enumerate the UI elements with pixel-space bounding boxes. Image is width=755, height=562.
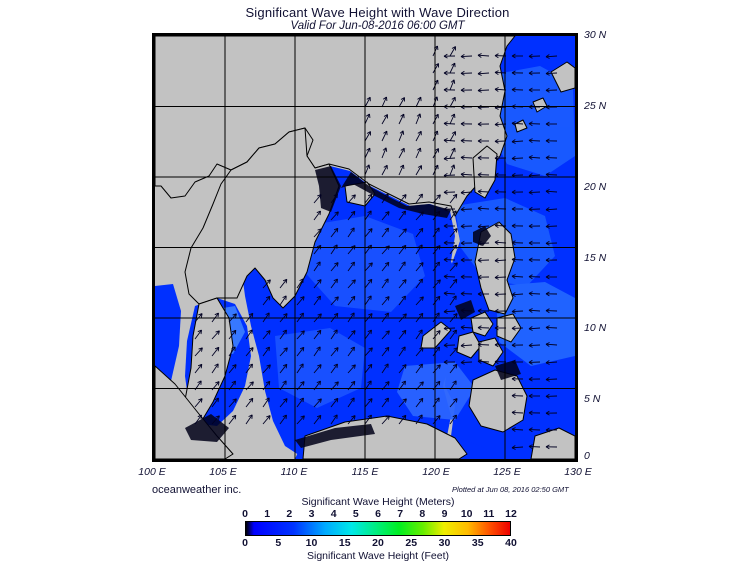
- cb-tick-m-9: 9: [442, 508, 448, 520]
- colorbar-gradient: [245, 521, 511, 536]
- lon-label-110e: 110 E: [264, 466, 324, 478]
- lat-label-5n: 5 N: [584, 393, 600, 405]
- map-canvas: [155, 36, 575, 459]
- cb-tick-ft-25: 25: [405, 537, 417, 549]
- cb-tick-ft-30: 30: [439, 537, 451, 549]
- cb-tick-m-1: 1: [264, 508, 270, 520]
- cb-tick-ft-35: 35: [472, 537, 484, 549]
- cb-tick-m-8: 8: [419, 508, 425, 520]
- lon-label-115e: 115 E: [335, 466, 395, 478]
- cb-tick-ft-15: 15: [339, 537, 351, 549]
- lat-label-15n: 15 N: [584, 252, 606, 264]
- map-panel[interactable]: [152, 33, 578, 462]
- lon-label-120e: 120 E: [406, 466, 466, 478]
- cb-tick-ft-0: 0: [242, 537, 248, 549]
- cb-tick-m-11: 11: [483, 508, 494, 520]
- lon-label-130e: 130 E: [548, 466, 608, 478]
- lat-label-10n: 10 N: [584, 322, 606, 334]
- cb-tick-m-4: 4: [331, 508, 337, 520]
- cb-tick-ft-5: 5: [275, 537, 281, 549]
- cb-tick-m-5: 5: [353, 508, 359, 520]
- cb-tick-m-12: 12: [505, 508, 517, 520]
- page-subtitle: Valid For Jun-08-2016 06:00 GMT: [0, 20, 755, 32]
- lat-label-20n: 20 N: [584, 181, 606, 193]
- lon-label-100e: 100 E: [122, 466, 182, 478]
- plot-timestamp: Plotted at Jun 08, 2016 02:50 GMT: [452, 485, 569, 494]
- cb-tick-m-0: 0: [242, 508, 248, 520]
- cb-tick-ft-10: 10: [306, 537, 318, 549]
- publisher-credit: oceanweather inc.: [152, 484, 241, 496]
- lat-label-0: 0: [584, 450, 590, 462]
- lat-label-30n: 30 N: [584, 29, 606, 41]
- cb-tick-m-10: 10: [461, 508, 473, 520]
- wave-height-map: [155, 36, 575, 459]
- page-title: Significant Wave Height with Wave Direct…: [0, 5, 755, 20]
- colorbar-legend: Significant Wave Height (Meters) 0 1 2 3 4 5 6…: [245, 496, 511, 562]
- cb-tick-ft-40: 40: [505, 537, 517, 549]
- lon-label-105e: 105 E: [193, 466, 253, 478]
- cb-tick-m-2: 2: [286, 508, 292, 520]
- lat-label-25n: 25 N: [584, 100, 606, 112]
- colorbar-gradient-fill: [246, 522, 510, 535]
- lon-label-125e: 125 E: [477, 466, 537, 478]
- cb-tick-m-3: 3: [309, 508, 315, 520]
- cb-tick-m-7: 7: [397, 508, 403, 520]
- cb-tick-m-6: 6: [375, 508, 381, 520]
- cb-tick-ft-20: 20: [372, 537, 384, 549]
- colorbar-title-meters: Significant Wave Height (Meters): [245, 496, 511, 508]
- colorbar-title-feet: Significant Wave Height (Feet): [245, 550, 511, 562]
